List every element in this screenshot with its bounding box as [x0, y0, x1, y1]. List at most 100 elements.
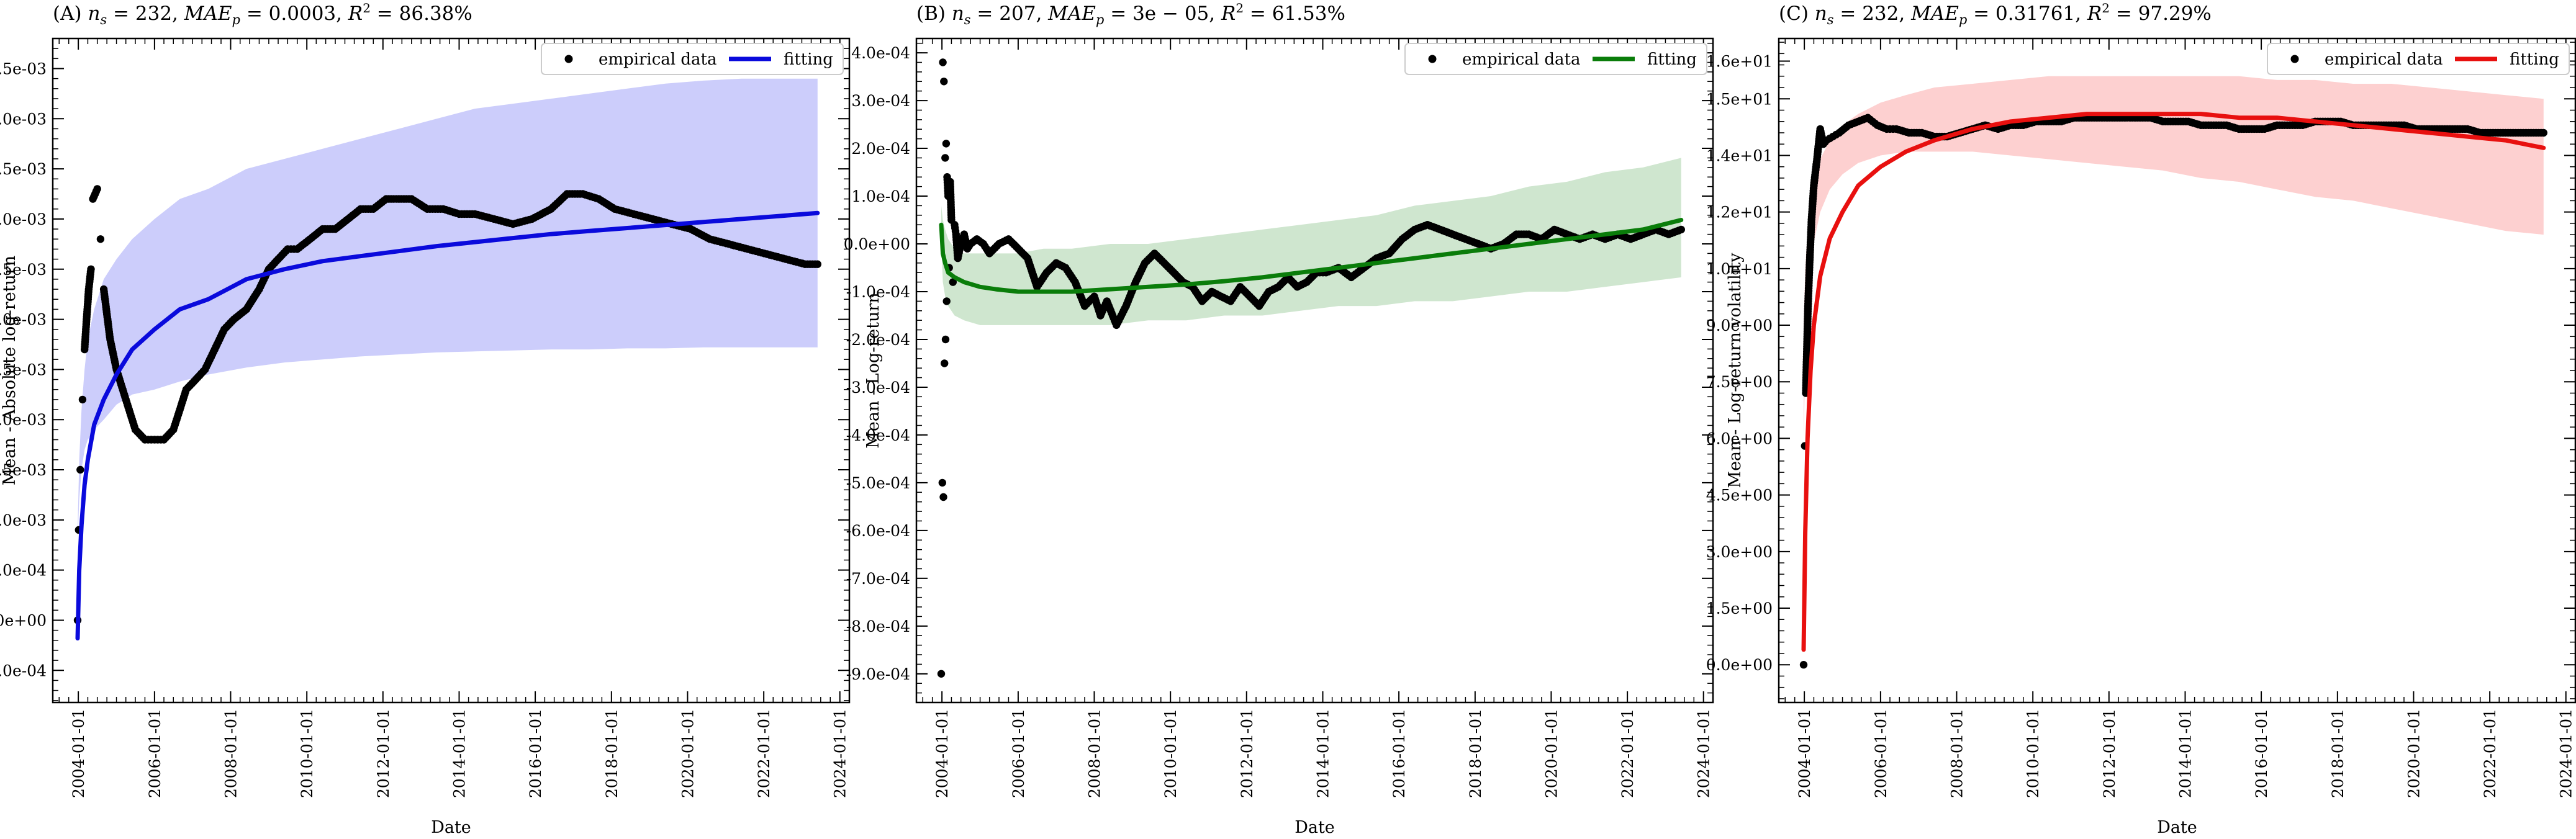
plot-frame	[915, 37, 1714, 704]
legend-label-fitting: fitting	[1647, 50, 1697, 69]
y-tick-label: 3.0e-03	[0, 311, 47, 329]
y-axis-label: Mean - Absolute log-return	[0, 256, 19, 485]
legend-marker-empirical	[1428, 55, 1437, 63]
y-tick-label: 2.0e-04	[851, 140, 910, 158]
empirical-point	[949, 278, 957, 286]
panel-label: (A)	[53, 2, 88, 25]
sample-count: 207	[999, 2, 1036, 25]
confidence-band	[941, 158, 1681, 325]
y-tick-label: 3.0e-04	[851, 92, 910, 110]
x-tick-label: 2016-01-01	[1390, 709, 1408, 798]
x-tick-label: 2012-01-01	[1238, 709, 1256, 798]
y-tick-label: 7.5e+00	[1706, 373, 1773, 391]
legend-marker-empirical	[564, 55, 573, 63]
x-tick-label: 2008-01-01	[222, 709, 240, 798]
legend-label-fitting: fitting	[784, 50, 833, 69]
y-minor-ticks	[916, 42, 1713, 703]
x-tick-label: 2014-01-01	[1314, 709, 1332, 798]
y-minor-ticks	[1779, 42, 2575, 699]
y-tick-label: 5.5e-03	[0, 60, 47, 78]
y-tick-label: 4.5e-03	[0, 160, 47, 178]
x-tick-label: 2010-01-01	[298, 709, 316, 798]
empirical-point	[939, 493, 947, 501]
mae-value: 3e − 05	[1132, 2, 1209, 25]
y-tick-label: 1.0e-03	[0, 511, 47, 529]
x-tick-label: 2020-01-01	[1542, 709, 1560, 798]
y-tick-label: -5.0e-04	[846, 474, 910, 492]
y-tick-label: 1.5e+00	[1706, 599, 1773, 617]
panel-label: (C)	[1779, 2, 1815, 25]
y-tick-label: 1.2e+01	[1706, 204, 1773, 222]
empirical-point	[939, 58, 947, 66]
sample-count: 232	[1862, 2, 1899, 25]
empirical-point	[941, 154, 949, 162]
empirical-points	[937, 58, 1685, 678]
x-axis-label: Date	[431, 818, 471, 837]
confidence-band	[78, 78, 818, 541]
legend-label-fitting: fitting	[2510, 50, 2559, 69]
y-tick-label: 5.0e-04	[0, 562, 47, 580]
legend: empirical data fitting	[1404, 43, 1707, 75]
r2-value: 97.29%	[2138, 2, 2212, 25]
empirical-point	[1677, 225, 1685, 234]
x-tick-label: 2006-01-01	[146, 709, 164, 798]
x-axis-label: Date	[1295, 818, 1335, 837]
y-tick-label: -9.0e-04	[846, 665, 910, 683]
x-tick-label: 2006-01-01	[1872, 709, 1890, 798]
empirical-point	[813, 260, 822, 268]
empirical-point	[1799, 661, 1808, 669]
y-axis-label: Mean - Log-return volatility	[1725, 253, 1745, 488]
y-tick-label: 4.0e-03	[0, 210, 47, 228]
y-tick-label: -5.0e-04	[0, 662, 47, 680]
y-tick-label: 2.5e-03	[0, 361, 47, 379]
y-tick-label: 1.0e-04	[851, 187, 910, 205]
y-tick-label: 3.0e+00	[1706, 543, 1773, 561]
fitted-line	[1801, 112, 2546, 652]
mae-value: 0.0003	[269, 2, 336, 25]
empirical-point	[941, 359, 949, 367]
x-tick-label: 2024-01-01	[2557, 709, 2575, 798]
panel-title: (B) ns = 207, MAEp = 3e − 05, R2 = 61.53…	[916, 1, 1345, 27]
legend-marker-empirical	[2290, 55, 2299, 63]
x-tick-label: 2004-01-01	[1796, 709, 1814, 798]
panel-c: 0.0e+00 1.5e+00 3.0e+00 4.5e+00 6.0e+00 7.5e+…	[1706, 1, 2576, 837]
confidence-band	[1804, 76, 2544, 439]
panel-title: (A) ns = 232, MAEp = 0.0003, R2 = 86.38%	[53, 1, 472, 27]
x-minor-ticks	[922, 38, 1714, 702]
y-tick-label: -6.0e-04	[846, 522, 910, 540]
x-tick-label: 2022-01-01	[755, 709, 773, 798]
x-axis: 2004-01-01 2006-01-01 2008-01-01 2010-01-01…	[933, 38, 1713, 798]
x-tick-label: 2018-01-01	[603, 709, 621, 798]
legend-label-empirical: empirical data	[1462, 50, 1580, 69]
empirical-point	[940, 78, 948, 86]
empirical-point	[87, 265, 95, 273]
x-tick-label: 2004-01-01	[70, 709, 88, 798]
empirical-point	[938, 478, 947, 487]
y-tick-label: 1.5e+01	[1706, 90, 1773, 108]
legend-box	[1404, 43, 1707, 75]
y-tick-label: 1.4e+01	[1706, 146, 1773, 164]
x-tick-label: 2008-01-01	[1085, 709, 1103, 798]
plot-frame	[52, 37, 851, 704]
legend-box	[2267, 43, 2570, 75]
empirical-point	[942, 140, 951, 148]
x-tick-label: 2018-01-01	[2329, 709, 2347, 798]
empirical-point	[76, 465, 84, 474]
empirical-points	[73, 185, 822, 624]
y-tick-label: 5.0e-03	[0, 110, 47, 128]
y-axis: -5.0e-04 0.0e+00 5.0e-04 1.0e-03 1.5e-03 2.0e…	[0, 60, 849, 680]
y-tick-label: 3.5e-03	[0, 261, 47, 279]
r2-value: 61.53%	[1272, 2, 1345, 25]
legend-label-empirical: empirical data	[599, 50, 716, 69]
empirical-point	[96, 235, 105, 243]
x-tick-label: 2014-01-01	[2177, 709, 2195, 798]
y-tick-label: -4.0e-04	[846, 426, 910, 444]
r2-value: 86.38%	[399, 2, 472, 25]
y-tick-label: -2.0e-04	[846, 331, 910, 349]
x-axis-label: Date	[2157, 818, 2197, 837]
y-tick-label: -8.0e-04	[846, 617, 910, 635]
x-tick-label: 2022-01-01	[1619, 709, 1637, 798]
x-tick-label: 2014-01-01	[451, 709, 469, 798]
x-tick-label: 2016-01-01	[2253, 709, 2271, 798]
